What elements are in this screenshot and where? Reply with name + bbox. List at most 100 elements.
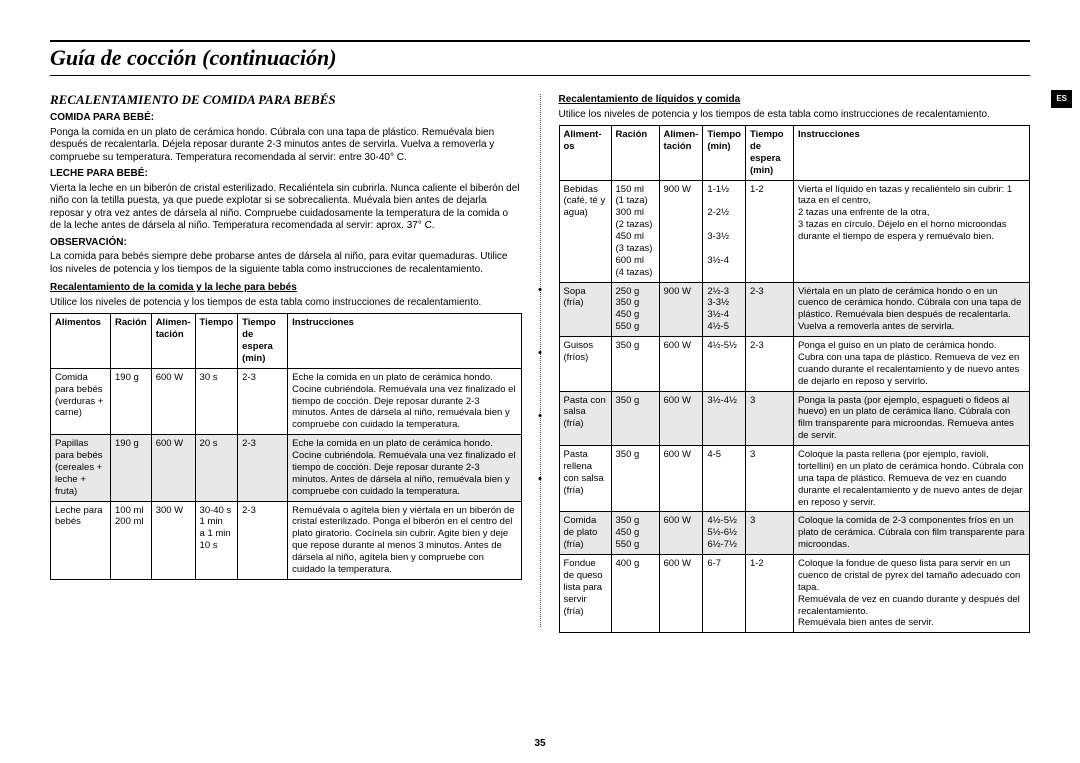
left-heading: RECALENTAMIENTO DE COMIDA PARA BEBÉS <box>50 92 522 108</box>
table-cell: 1-1½ 2-2½ 3-3½ 3½-4 <box>703 180 746 282</box>
table-cell: 600 W <box>659 391 703 446</box>
table-cell: Coloque la pasta rellena (por ejemplo, r… <box>793 446 1029 512</box>
page-number: 35 <box>534 738 545 749</box>
left-column: RECALENTAMIENTO DE COMIDA PARA BEBÉS COM… <box>50 88 522 633</box>
table-row: Leche para bebés100 ml 200 ml300 W30-40 … <box>51 501 522 579</box>
table-cell: Guisos (fríos) <box>559 337 611 392</box>
table1-sub: Utilice los niveles de potencia y los ti… <box>50 297 522 310</box>
table-cell: 350 g <box>611 337 659 392</box>
table-cell: Vierta el líquido en tazas y recaliéntel… <box>793 180 1029 282</box>
table-cell: 30-40 s 1 min a 1 min 10 s <box>195 501 238 579</box>
table-cell: 2½-3 3-3½ 3½-4 4½-5 <box>703 282 746 337</box>
col-header: Alimen- tación <box>151 314 195 369</box>
table-row: Guisos (fríos)350 g600 W4½-5½2-3Ponga el… <box>559 337 1030 392</box>
col-header: Ración <box>111 314 152 369</box>
table-cell: Papillas para bebés (cereales + leche + … <box>51 435 111 501</box>
right-heading: Recalentamiento de líquidos y comida <box>559 94 1031 107</box>
table-cell: 900 W <box>659 282 703 337</box>
table-cell: 250 g 350 g 450 g 550 g <box>611 282 659 337</box>
page-title: Guía de cocción (continuación) <box>50 45 1030 71</box>
table-cell: 2-3 <box>238 368 288 434</box>
table-cell: 2-3 <box>745 337 793 392</box>
table-cell: Fondue de queso lista para servir (fría) <box>559 555 611 633</box>
table-liquids: Aliment- osRaciónAlimen- taciónTiempo (m… <box>559 125 1031 633</box>
table-cell: 3 <box>745 512 793 555</box>
table-row: Fondue de queso lista para servir (fría)… <box>559 555 1030 633</box>
table-cell: Coloque la fondue de queso lista para se… <box>793 555 1029 633</box>
lang-tag: ES <box>1051 90 1072 108</box>
table-cell: 900 W <box>659 180 703 282</box>
table-cell: 600 W <box>151 435 195 501</box>
table-cell: 2-3 <box>745 282 793 337</box>
table-cell: Pasta rellena con salsa (fría) <box>559 446 611 512</box>
table-row: Papillas para bebés (cereales + leche + … <box>51 435 522 501</box>
table-cell: 2-3 <box>238 435 288 501</box>
table-cell: 350 g 450 g 550 g <box>611 512 659 555</box>
table-cell: Ponga el guiso en un plato de cerámica h… <box>793 337 1029 392</box>
table-row: Pasta con salsa (fría)350 g600 W3½-4½3Po… <box>559 391 1030 446</box>
table-cell: 100 ml 200 ml <box>111 501 152 579</box>
table-cell: 3 <box>745 391 793 446</box>
right-sub: Utilice los niveles de potencia y los ti… <box>559 109 1031 122</box>
table-cell: 2-3 <box>238 501 288 579</box>
col-header: Tiempo <box>195 314 238 369</box>
obs-h: OBSERVACIÓN: <box>50 237 522 250</box>
table-cell: 400 g <box>611 555 659 633</box>
table-cell: Eche la comida en un plato de cerámica h… <box>288 368 521 434</box>
table-cell: Comida para bebés (verduras + carne) <box>51 368 111 434</box>
table-cell: 300 W <box>151 501 195 579</box>
table-cell: Bebidas (café, té y agua) <box>559 180 611 282</box>
table-cell: 1-2 <box>745 180 793 282</box>
table-cell: 600 W <box>659 512 703 555</box>
table-cell: 350 g <box>611 446 659 512</box>
col-header: Instrucciones <box>288 314 521 369</box>
table-row: Bebidas (café, té y agua)150 ml (1 taza)… <box>559 180 1030 282</box>
table-cell: Sopa (fría) <box>559 282 611 337</box>
table-cell: 190 g <box>111 435 152 501</box>
right-column: ES Recalentamiento de líquidos y comida … <box>559 88 1031 633</box>
table-cell: 150 ml (1 taza) 300 ml (2 tazas) 450 ml … <box>611 180 659 282</box>
table-cell: 600 W <box>659 555 703 633</box>
table-cell: 3 <box>745 446 793 512</box>
table-cell: Remuévala o agítela bien y viértala en u… <box>288 501 521 579</box>
table-cell: Comida de plato (fría) <box>559 512 611 555</box>
table-cell: Leche para bebés <box>51 501 111 579</box>
table-row: Comida para bebés (verduras + carne)190 … <box>51 368 522 434</box>
table-cell: 3½-4½ <box>703 391 746 446</box>
table-cell: 190 g <box>111 368 152 434</box>
col-header: Ración <box>611 126 659 181</box>
table-cell: 20 s <box>195 435 238 501</box>
baby-food-h: COMIDA PARA BEBÉ: <box>50 112 522 125</box>
baby-food-p: Ponga la comida en un plato de cerámica … <box>50 127 522 165</box>
col-header: Tiempo de espera (min) <box>745 126 793 181</box>
obs-p: La comida para bebés siempre debe probar… <box>50 251 522 276</box>
baby-milk-p: Vierta la leche en un biberón de cristal… <box>50 183 522 233</box>
table-row: Comida de plato (fría)350 g 450 g 550 g6… <box>559 512 1030 555</box>
table-cell: 1-2 <box>745 555 793 633</box>
col-header: Alimentos <box>51 314 111 369</box>
table-cell: 350 g <box>611 391 659 446</box>
table-cell: Ponga la pasta (por ejemplo, espagueti o… <box>793 391 1029 446</box>
table-cell: 4-5 <box>703 446 746 512</box>
table-cell: 6-7 <box>703 555 746 633</box>
col-header: Aliment- os <box>559 126 611 181</box>
col-header: Tiempo (min) <box>703 126 746 181</box>
table-row: Pasta rellena con salsa (fría)350 g600 W… <box>559 446 1030 512</box>
table-cell: 4½-5½ 5½-6½ 6½-7½ <box>703 512 746 555</box>
table1-h: Recalentamiento de la comida y la leche … <box>50 282 522 295</box>
col-header: Instrucciones <box>793 126 1029 181</box>
baby-milk-h: LECHE PARA BEBÉ: <box>50 168 522 181</box>
table-cell: Pasta con salsa (fría) <box>559 391 611 446</box>
table-cell: 600 W <box>659 446 703 512</box>
table-cell: Viértala en un plato de cerámica hondo o… <box>793 282 1029 337</box>
table-cell: 600 W <box>659 337 703 392</box>
table-cell: 4½-5½ <box>703 337 746 392</box>
col-header: Alimen- tación <box>659 126 703 181</box>
table-baby: AlimentosRaciónAlimen- taciónTiempoTiemp… <box>50 313 522 580</box>
table-cell: Coloque la comida de 2-3 componentes frí… <box>793 512 1029 555</box>
table-cell: Eche la comida en un plato de cerámica h… <box>288 435 521 501</box>
table-cell: 30 s <box>195 368 238 434</box>
table-row: Sopa (fría)250 g 350 g 450 g 550 g900 W2… <box>559 282 1030 337</box>
col-header: Tiempo de espera (min) <box>238 314 288 369</box>
table-cell: 600 W <box>151 368 195 434</box>
